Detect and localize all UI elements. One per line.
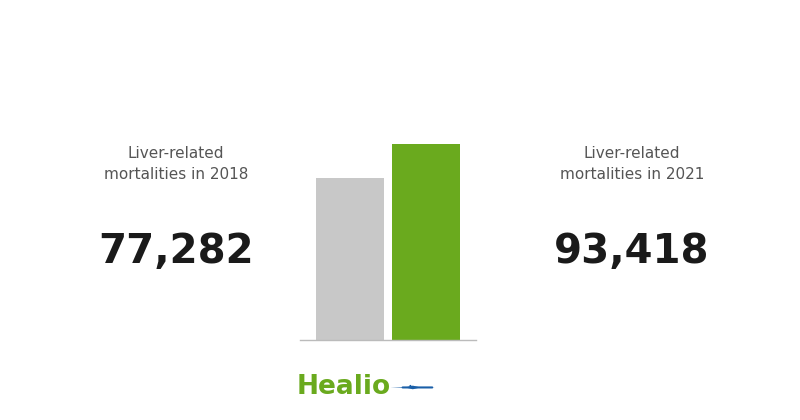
Text: 93,418: 93,418 — [554, 232, 710, 272]
Text: Rates of liver-related mortality increased: Rates of liver-related mortality increas… — [164, 30, 636, 49]
Bar — [392, 144, 460, 340]
Text: 77,282: 77,282 — [98, 232, 254, 272]
Text: by 19.1% after COVID-19 pandemic:: by 19.1% after COVID-19 pandemic: — [196, 72, 604, 91]
Text: Liver-related
mortalities in 2018: Liver-related mortalities in 2018 — [104, 146, 248, 182]
Polygon shape — [390, 386, 435, 389]
Bar — [316, 178, 384, 340]
Text: Healio: Healio — [296, 375, 390, 400]
Text: Liver-related
mortalities in 2021: Liver-related mortalities in 2021 — [560, 146, 704, 182]
